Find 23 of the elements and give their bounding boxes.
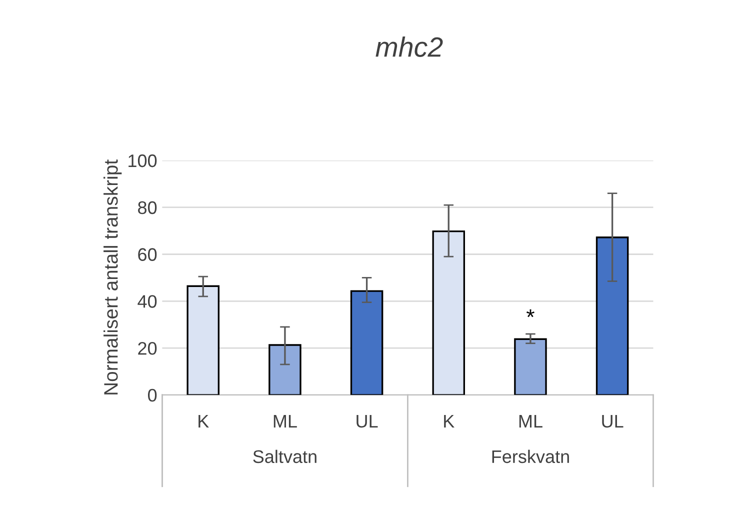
y-tick-label: 20 (138, 342, 157, 355)
y-tick-label: 100 (128, 154, 157, 168)
y-tick-label: 40 (138, 295, 157, 308)
y-axis-title: Normalisert antall transkript (104, 160, 122, 394)
x-tick-label: UL (602, 415, 624, 428)
bar (514, 338, 547, 395)
bar (186, 285, 220, 395)
x-tick-label: ML (274, 415, 297, 428)
x-tick-label: K (444, 415, 454, 428)
text: Saltvatn (253, 450, 316, 464)
bar (268, 344, 302, 395)
y-tick-label: 60 (138, 248, 157, 261)
x-tick-label: K (198, 415, 209, 428)
y-tick-label: 0 (148, 388, 157, 402)
text: Ferskvatn (492, 450, 569, 464)
chart-title: mhc2 (376, 36, 443, 57)
y-tick-label: 80 (138, 201, 157, 214)
x-tick-label: ML (519, 415, 542, 428)
bar (596, 236, 629, 395)
bar (432, 230, 466, 395)
x-tick-label: UL (356, 415, 378, 428)
bar (350, 290, 384, 395)
data-label: * (526, 309, 534, 318)
